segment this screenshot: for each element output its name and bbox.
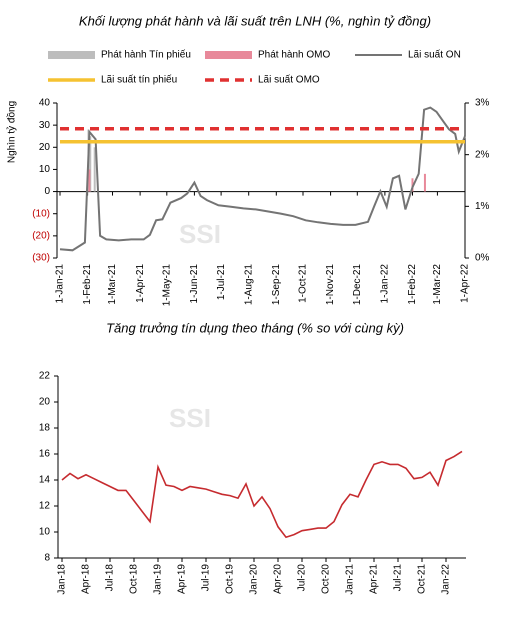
watermark: SSI xyxy=(179,219,221,249)
line xyxy=(59,106,466,252)
y-tick-label: 20 xyxy=(39,142,51,153)
chart-title: Tăng trưởng tín dụng theo tháng (% so vớ… xyxy=(106,320,404,335)
x-tick-label: Apr-18 xyxy=(81,564,92,594)
x-tick-label: 1-May-21 xyxy=(161,264,172,307)
legend-label: Lãi suất OMO xyxy=(258,74,320,86)
x-tick-label: 1-Mar-22 xyxy=(432,264,443,305)
y-tick-label: 16 xyxy=(39,449,51,460)
x-tick-label: Jul-18 xyxy=(105,564,116,592)
y-tick-label: (30) xyxy=(32,253,50,264)
legend-label: Lãi suất ON xyxy=(408,49,461,61)
x-tick-label: Jul-20 xyxy=(297,564,308,592)
bar xyxy=(89,136,92,192)
x-tick-label: Oct-20 xyxy=(321,564,332,594)
chart-title: Khối lượng phát hành và lãi suất trên LN… xyxy=(79,13,431,28)
y-tick-label: 22 xyxy=(39,371,51,382)
x-tick-label: 1-Dec-21 xyxy=(352,264,363,306)
line xyxy=(61,450,463,539)
x-tick-label: Jan-22 xyxy=(441,564,452,595)
x-tick-label: Apr-19 xyxy=(177,564,188,594)
y2-tick-label: 1% xyxy=(475,201,490,212)
y-tick-label: 30 xyxy=(39,120,51,131)
y-tick-label: 18 xyxy=(39,423,51,434)
x-tick-label: 1-Oct-21 xyxy=(298,264,309,303)
bar xyxy=(423,173,426,192)
x-tick-label: 1-Jan-22 xyxy=(380,264,391,304)
x-tick-label: Jul-21 xyxy=(393,564,404,592)
y-tick-label: 40 xyxy=(39,98,51,109)
x-tick-label: 1-Jul-21 xyxy=(216,264,227,301)
x-tick-label: Oct-21 xyxy=(417,564,428,594)
y2-tick-label: 2% xyxy=(475,149,490,160)
y-tick-label: 14 xyxy=(39,475,51,486)
legend-label: Lãi suất tín phiếu xyxy=(101,74,177,86)
x-tick-label: Jan-20 xyxy=(249,564,260,595)
x-tick-label: Oct-19 xyxy=(225,564,236,594)
bar xyxy=(88,169,91,192)
y-tick-label: 0 xyxy=(44,186,50,197)
legend-label: Phát hành OMO xyxy=(258,50,330,61)
x-tick-label: 1-Nov-21 xyxy=(325,264,336,306)
x-tick-label: 1-Feb-21 xyxy=(82,264,93,305)
y-tick-label: 20 xyxy=(39,397,51,408)
y-axis-label: Nghìn tỷ đồng xyxy=(6,101,18,163)
legend-swatch xyxy=(205,51,252,59)
y-tick-label: 10 xyxy=(39,164,51,175)
y2-tick-label: 3% xyxy=(475,98,490,109)
x-tick-label: Apr-21 xyxy=(369,564,380,594)
x-tick-label: 1-Jun-21 xyxy=(189,264,200,304)
legend-label: Phát hành Tín phiếu xyxy=(101,49,191,61)
bar xyxy=(93,147,96,192)
x-tick-label: Jan-21 xyxy=(345,564,356,595)
y-tick-label: (20) xyxy=(32,230,50,241)
x-tick-label: 1-Jan-21 xyxy=(55,264,66,304)
x-tick-label: Apr-20 xyxy=(273,564,284,594)
x-tick-label: Oct-18 xyxy=(129,564,140,594)
x-tick-label: 1-Feb-22 xyxy=(407,264,418,305)
y-tick-label: (10) xyxy=(32,208,50,219)
x-tick-label: Jan-19 xyxy=(153,564,164,595)
x-tick-label: 1-Apr-22 xyxy=(460,264,471,303)
y-tick-label: 10 xyxy=(39,527,51,538)
x-tick-label: 1-Sep-21 xyxy=(271,264,282,306)
watermark: SSI xyxy=(169,403,211,433)
x-tick-label: 1-Apr-21 xyxy=(135,264,146,303)
x-tick-label: 1-Aug-21 xyxy=(243,264,254,306)
x-tick-label: 1-Mar-21 xyxy=(107,264,118,305)
x-tick-label: Jul-19 xyxy=(201,564,212,592)
y-tick-label: 8 xyxy=(44,553,50,564)
legend-swatch xyxy=(48,51,95,59)
y-tick-label: 12 xyxy=(39,501,51,512)
y2-tick-label: 0% xyxy=(475,253,490,264)
x-tick-label: Jan-18 xyxy=(57,564,68,595)
